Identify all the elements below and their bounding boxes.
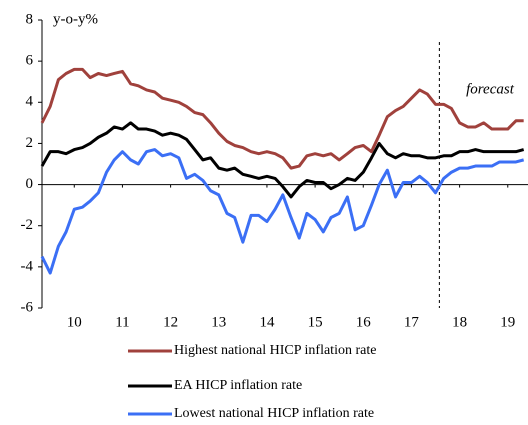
- y-tick-label: 0: [26, 176, 34, 192]
- y-tick-label: 2: [26, 135, 34, 151]
- series-line: [40, 67, 524, 170]
- x-tick-label: 14: [259, 314, 275, 330]
- legend-label: Highest national HICP inflation rate: [174, 343, 376, 358]
- y-tick-label: -6: [21, 299, 34, 315]
- x-tick-label: 15: [308, 314, 323, 330]
- x-tick-label: 10: [67, 314, 82, 330]
- x-tick-label: 19: [500, 314, 515, 330]
- x-tick-label: 11: [115, 314, 129, 330]
- y-tick-label: 4: [26, 94, 34, 110]
- y-tick-label: 6: [26, 53, 34, 69]
- series-line: [40, 121, 525, 199]
- x-tick-label: 12: [163, 314, 178, 330]
- x-tick-label: 18: [452, 314, 467, 330]
- legend-label: Lowest national HICP inflation rate: [174, 406, 374, 421]
- annotation: forecast: [466, 81, 515, 97]
- x-tick-label: 13: [211, 314, 226, 330]
- y-tick-label: -2: [21, 217, 34, 233]
- y-tick-label: -4: [21, 258, 34, 274]
- series-line: [40, 148, 525, 275]
- x-tick-label: 17: [404, 314, 420, 330]
- legend: Highest national HICP inflation rate EA H…: [128, 343, 376, 421]
- x-tick-label: 16: [356, 314, 372, 330]
- legend-label: EA HICP inflation rate: [174, 378, 302, 393]
- y-tick-label: 8: [26, 11, 34, 27]
- y-axis-label: y-o-y%: [53, 11, 98, 27]
